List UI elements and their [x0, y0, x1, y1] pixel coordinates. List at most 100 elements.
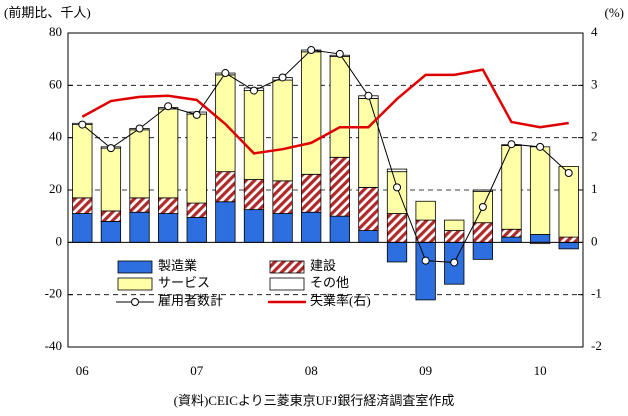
- bar: [158, 108, 179, 199]
- line-marker: [307, 46, 316, 55]
- line-marker: [78, 120, 87, 129]
- line: [81, 49, 570, 264]
- bar: [386, 213, 408, 243]
- bar: [158, 197, 179, 214]
- y-tick-label: -40: [45, 338, 62, 353]
- line-marker: [164, 102, 173, 111]
- line-marker: [278, 73, 287, 82]
- line-marker: [507, 140, 516, 149]
- line-marker: [192, 110, 201, 119]
- bar: [100, 220, 122, 243]
- line-marker: [249, 86, 258, 95]
- legend-swatch: [269, 260, 305, 274]
- line-marker: [536, 142, 545, 151]
- bar: [386, 168, 408, 173]
- legend-label: 建設: [310, 258, 336, 273]
- line-marker: [564, 168, 573, 177]
- bar: [100, 210, 122, 222]
- legend-label: サービス: [158, 275, 210, 290]
- legend-label: 失業率(右): [310, 293, 371, 308]
- bar: [529, 234, 551, 243]
- legend-swatch: [117, 277, 153, 291]
- bar: [529, 146, 551, 235]
- legend-label: 雇用者数計: [158, 293, 223, 308]
- bar: [272, 213, 293, 243]
- y-tick-label: 80: [49, 24, 62, 39]
- bar: [72, 197, 93, 214]
- bar: [558, 166, 579, 238]
- legend-marker: [131, 298, 139, 306]
- bar: [472, 241, 493, 260]
- bar: [558, 241, 579, 250]
- bar: [358, 186, 379, 231]
- x-tick-label: 09: [419, 363, 432, 378]
- bar: [415, 219, 436, 243]
- bar: [301, 51, 322, 175]
- bar: [386, 241, 408, 263]
- y2-axis-label: (%): [605, 5, 625, 20]
- bar: [558, 236, 579, 243]
- x-tick-label: 06: [76, 363, 90, 378]
- bar: [444, 230, 465, 243]
- bar: [501, 228, 522, 238]
- line-marker: [393, 183, 402, 192]
- y2-tick-label: 2: [591, 129, 598, 144]
- bar: [186, 202, 207, 218]
- bar: [243, 179, 265, 211]
- bar: [272, 180, 293, 214]
- legend-swatch: [269, 277, 305, 291]
- bar: [329, 156, 350, 217]
- x-tick-label: 10: [534, 363, 547, 378]
- bar: [100, 147, 122, 212]
- y2-tick-label: 1: [591, 181, 598, 196]
- bar: [243, 90, 265, 180]
- bar: [472, 222, 493, 243]
- y-tick-label: -20: [45, 286, 62, 301]
- line-marker: [221, 69, 230, 78]
- bar: [186, 113, 207, 204]
- y2-tick-label: -1: [591, 286, 602, 301]
- y2-tick-label: 0: [591, 233, 598, 248]
- y2-tick-label: -2: [591, 338, 602, 353]
- y2-tick-label: 3: [591, 76, 598, 91]
- legend-label: 製造業: [158, 258, 197, 273]
- line: [81, 68, 569, 155]
- bar: [272, 79, 293, 182]
- bar: [158, 213, 179, 243]
- bar: [501, 236, 522, 243]
- bar: [301, 173, 322, 213]
- bar: [472, 189, 493, 192]
- bar: [358, 98, 379, 188]
- bar: [415, 200, 436, 221]
- bar: [386, 171, 408, 214]
- y-tick-label: 0: [56, 233, 63, 248]
- bar: [186, 217, 207, 243]
- bar: [215, 201, 236, 243]
- line-marker: [478, 203, 487, 212]
- y-tick-label: 20: [49, 181, 62, 196]
- x-tick-label: 08: [305, 363, 318, 378]
- bar: [415, 241, 436, 301]
- line-marker: [450, 258, 459, 267]
- source-note: (資料)CEICより三菱東京UFJ銀行経済調査室作成: [174, 393, 455, 408]
- x-tick-label: 07: [190, 363, 204, 378]
- line-marker: [135, 124, 144, 133]
- legend-label: その他: [310, 275, 349, 290]
- bar: [129, 129, 150, 199]
- line-marker: [335, 49, 344, 58]
- line-marker: [106, 144, 115, 153]
- bar: [243, 209, 265, 243]
- plot-frame: [67, 32, 584, 348]
- bar: [329, 56, 350, 158]
- y2-tick-label: 4: [591, 24, 598, 39]
- line-marker: [421, 256, 430, 265]
- bar: [72, 124, 93, 199]
- line-marker: [364, 91, 373, 100]
- bar: [129, 211, 150, 243]
- y-axis-label: (前期比、千人): [4, 5, 91, 20]
- y-tick-label: 60: [49, 76, 62, 91]
- bar: [329, 215, 350, 243]
- bar: [444, 219, 465, 231]
- bar: [129, 197, 150, 213]
